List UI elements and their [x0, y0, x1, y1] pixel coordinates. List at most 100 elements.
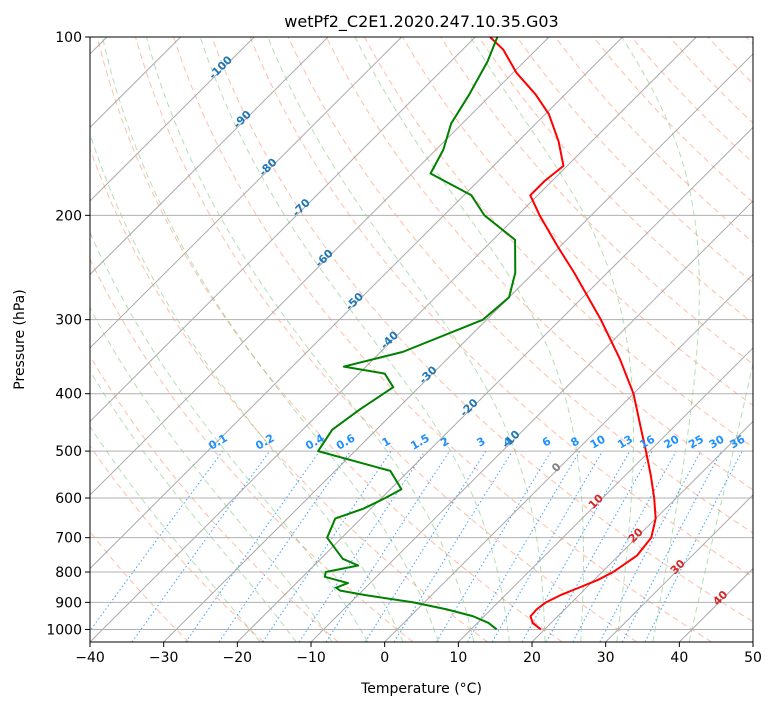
mixing-ratio-label: 13: [615, 433, 635, 452]
moist-adiabat: [90, 231, 369, 642]
dry-adiabat: [669, 37, 753, 124]
isotherm-label: 0: [549, 460, 564, 475]
y-tick-label: 800: [55, 565, 82, 581]
y-tick-label: 100: [55, 30, 82, 46]
mixing-ratio-label: 0.2: [253, 432, 276, 453]
dry-adiabat: [592, 37, 753, 203]
moist-adiabat: [90, 306, 333, 642]
isotherm-line: [752, 641, 753, 642]
isotherm-line: [90, 37, 329, 276]
isotherm-label: -90: [231, 108, 254, 131]
dry-adiabat: [287, 37, 753, 534]
moist-adiabat: [621, 37, 700, 642]
isotherm-line: [90, 37, 476, 423]
mixing-ratio-label: 2: [438, 435, 451, 450]
mixing-ratio-line: [393, 450, 513, 642]
y-tick-label: 400: [55, 387, 82, 403]
mixing-ratio-line: [572, 450, 677, 642]
y-axis: 100 200 300 400 500 600 700 800 900 1000: [46, 30, 90, 638]
isotherm-label: -40: [378, 328, 401, 351]
x-tick-label: 20: [523, 650, 541, 666]
isotherm-line: [678, 567, 753, 642]
dry-adiabat: [211, 37, 753, 623]
mixing-ratio-label: 20: [662, 432, 682, 451]
dry-adiabat: [96, 37, 563, 642]
mixing-ratio-label: 6: [540, 434, 553, 449]
moist-adiabat: [145, 37, 475, 642]
x-tick-label: 10: [449, 650, 467, 666]
mixing-ratio-line: [325, 450, 451, 642]
mixing-ratio-label: 10: [588, 432, 608, 451]
dry-adiabat: [90, 258, 414, 642]
moist-adiabat: [688, 361, 753, 642]
moist-adiabat: [90, 425, 261, 642]
isotherm-line: [310, 200, 753, 642]
y-tick-label: 300: [55, 313, 82, 329]
mixing-ratio-line: [131, 450, 271, 642]
dry-adiabat: [90, 530, 190, 642]
dry-adiabat: [707, 37, 753, 85]
dry-adiabat: [134, 37, 638, 642]
mixing-ratio-line: [599, 450, 702, 642]
isotherm-line: [90, 37, 255, 202]
isotherm-line: [605, 494, 753, 642]
x-tick-label: −10: [296, 650, 326, 666]
y-tick-label: 600: [55, 491, 82, 507]
dry-adiabat: [554, 37, 753, 243]
isotherm-line: [384, 273, 753, 642]
isotherm-line: [90, 37, 623, 570]
isotherm-label: -30: [416, 363, 439, 386]
mixing-ratio-line: [364, 450, 487, 642]
x-tick-label: 40: [670, 650, 688, 666]
dry-adiabat: [516, 37, 753, 284]
isotherm-label: -10: [499, 428, 522, 451]
y-tick-label: 200: [55, 208, 82, 224]
temperature-line: [489, 37, 657, 631]
isotherm-label: -60: [313, 246, 336, 269]
isotherm-line: [457, 347, 753, 642]
dewpoint-line: [317, 37, 517, 631]
dry-adiabat: [90, 147, 488, 642]
x-axis: −40 −30 −20 −10 0 10 20 30 40 50: [75, 642, 762, 666]
isotherm-label: 10: [586, 491, 606, 511]
mixing-ratio-label: 36: [728, 432, 748, 451]
y-tick-label: 1000: [46, 622, 82, 638]
isotherm-line: [236, 126, 753, 642]
y-axis-label: Pressure (hPa): [12, 289, 28, 389]
x-tick-label: −20: [223, 650, 253, 666]
dry-adiabat: [173, 37, 712, 642]
x-axis-label: Temperature (°C): [360, 681, 482, 697]
moist-adiabat: [90, 132, 404, 642]
mixing-ratio-line: [298, 450, 426, 642]
moist-adiabat: [101, 37, 439, 642]
moist-adiabat: [199, 37, 510, 642]
isotherm-label: -100: [206, 53, 235, 82]
mixing-ratio-label: 3: [475, 435, 488, 450]
mixing-ratio-line: [218, 450, 351, 642]
isotherm-label: 40: [710, 588, 730, 608]
mixing-ratio-label: 16: [637, 432, 657, 451]
dry-adiabat: [745, 37, 753, 45]
isotherm-line: [531, 420, 753, 642]
mixing-ratio-label: 0.6: [334, 431, 358, 452]
dry-adiabat: [249, 37, 753, 578]
isotherm-label: 30: [668, 557, 688, 577]
y-tick-label: 900: [55, 595, 82, 611]
mixing-ratio-label: 1.5: [408, 432, 431, 453]
mixing-ratio-label: 30: [707, 432, 727, 451]
isotherm-label: -50: [343, 290, 366, 313]
mixing-ratio-line: [90, 450, 224, 632]
isotherm-line: [90, 37, 402, 349]
dry-adiabat: [90, 355, 339, 642]
series-lines: [317, 37, 657, 631]
x-tick-label: −30: [149, 650, 179, 666]
grid-lines: [90, 37, 753, 642]
chart-title: wetPf2_C2E1.2020.247.10.35.G03: [284, 12, 558, 32]
isotherm-line: [163, 53, 753, 642]
x-tick-label: 30: [597, 650, 615, 666]
x-tick-label: 0: [380, 650, 389, 666]
dry-adiabat: [90, 445, 264, 642]
isotherm-line: [90, 37, 697, 642]
mixing-ratio-line: [185, 450, 321, 642]
